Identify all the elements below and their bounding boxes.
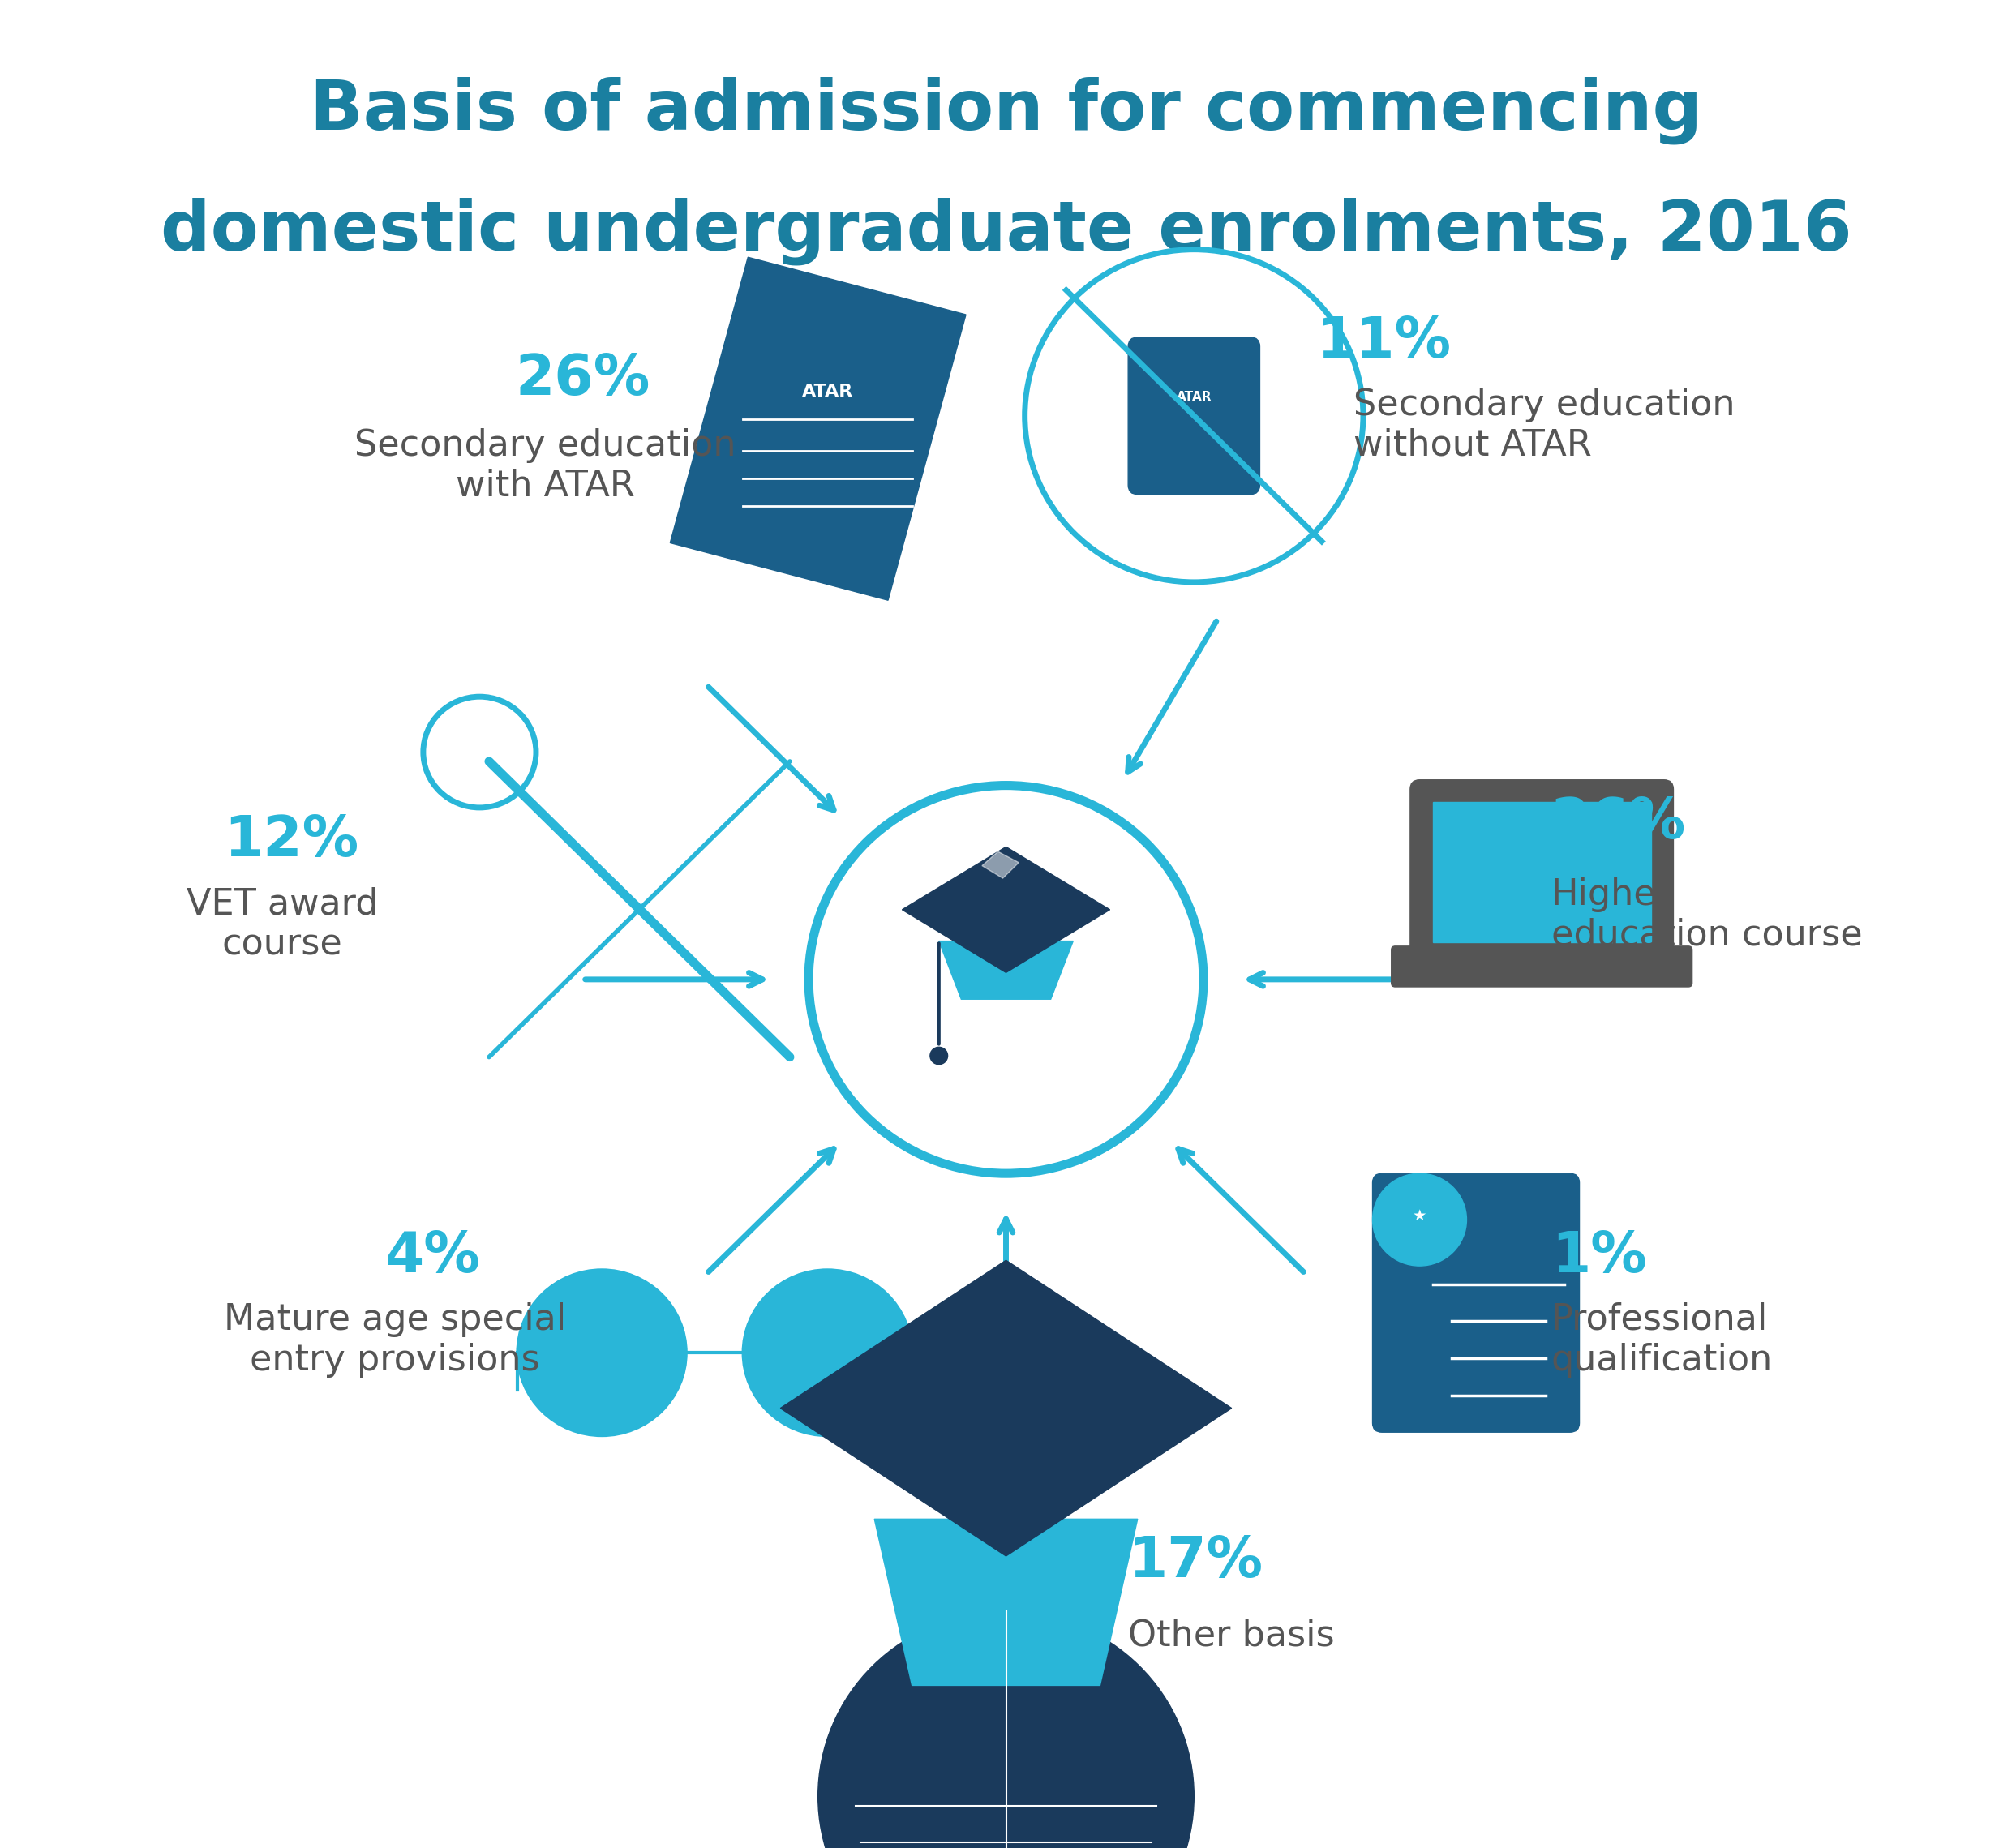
Text: domestic undergraduate enrolments, 2016: domestic undergraduate enrolments, 2016 [161, 198, 1851, 264]
Text: Professional
qualification: Professional qualification [1551, 1303, 1773, 1377]
FancyBboxPatch shape [1433, 802, 1650, 942]
Text: ATAR: ATAR [801, 384, 853, 399]
Text: Other basis: Other basis [1129, 1619, 1334, 1652]
FancyBboxPatch shape [1372, 1173, 1579, 1432]
Polygon shape [781, 1260, 1231, 1556]
FancyBboxPatch shape [1129, 336, 1260, 493]
Text: VET award
course: VET award course [187, 887, 378, 961]
Polygon shape [901, 846, 1111, 972]
Circle shape [517, 1270, 686, 1436]
Text: Higher
education course: Higher education course [1551, 878, 1863, 952]
FancyBboxPatch shape [1392, 946, 1692, 987]
Text: Mature age special
entry provisions: Mature age special entry provisions [223, 1303, 565, 1377]
Text: 12%: 12% [223, 813, 358, 869]
Polygon shape [875, 1519, 1137, 1685]
Text: Secondary education
with ATAR: Secondary education with ATAR [354, 429, 736, 503]
Circle shape [742, 1270, 911, 1436]
Circle shape [1372, 1173, 1467, 1266]
Text: ★: ★ [1412, 1209, 1427, 1223]
Polygon shape [940, 941, 1072, 1000]
Text: 26%: 26% [1551, 795, 1686, 850]
Text: 17%: 17% [1129, 1534, 1264, 1589]
Text: Secondary education
without ATAR: Secondary education without ATAR [1354, 388, 1734, 462]
Polygon shape [670, 257, 966, 601]
Text: 11%: 11% [1316, 314, 1451, 370]
Text: ATAR: ATAR [1177, 392, 1211, 403]
Text: 26%: 26% [515, 351, 650, 407]
Polygon shape [982, 852, 1018, 878]
FancyBboxPatch shape [1410, 780, 1674, 965]
Circle shape [819, 1611, 1193, 1848]
Text: 1%: 1% [1551, 1229, 1646, 1284]
Text: Basis of admission for commencing: Basis of admission for commencing [310, 78, 1702, 144]
Text: 4%: 4% [384, 1229, 481, 1284]
Circle shape [930, 1048, 948, 1064]
